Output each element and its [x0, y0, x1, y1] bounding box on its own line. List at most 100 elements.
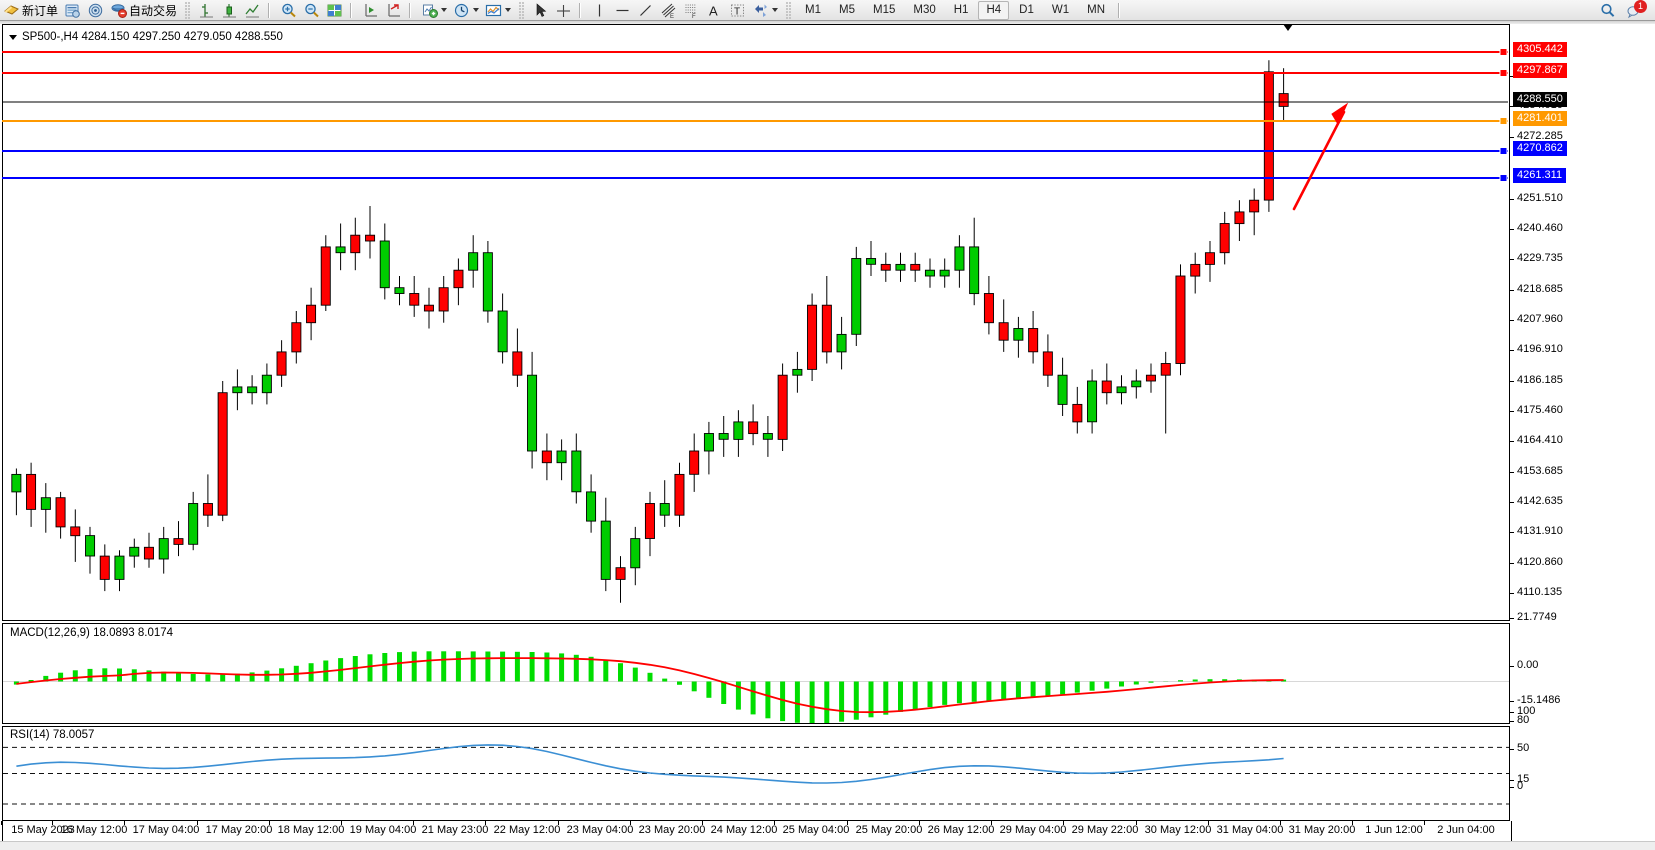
- price-level-badge[interactable]: 4297.867: [1513, 63, 1567, 78]
- line-chart-button[interactable]: [241, 1, 264, 20]
- scale-tick: [1510, 593, 1514, 594]
- scale-tick: [1510, 411, 1514, 412]
- zoom-in-button[interactable]: [277, 1, 300, 20]
- new-order-label: 新订单: [22, 3, 59, 18]
- text-label-icon: T: [729, 2, 746, 19]
- svg-text:F: F: [692, 14, 696, 19]
- time-axis-label: 17 May 20:00: [205, 824, 273, 836]
- auto-scroll-button[interactable]: [359, 1, 382, 20]
- fibonacci-tool-button[interactable]: F: [680, 1, 703, 20]
- chart-shift-button[interactable]: [382, 1, 405, 20]
- rsi-indicator-pane[interactable]: RSI(14) 78.0057: [2, 726, 1510, 821]
- candlestick-chart-button[interactable]: [218, 1, 241, 20]
- horizontal-line-icon: [614, 2, 631, 19]
- chevron-down-icon[interactable]: [772, 8, 779, 12]
- arrow-shapes-icon: [752, 2, 769, 19]
- chevron-down-icon[interactable]: [473, 8, 480, 12]
- price-tick-label: 4120.860: [1517, 556, 1563, 568]
- text-label-tool-button[interactable]: T: [726, 1, 749, 20]
- chart-menu-icon[interactable]: [9, 34, 17, 40]
- equidistant-channel-tool-button[interactable]: E: [657, 1, 680, 20]
- toolbar-divider: [408, 2, 415, 19]
- trendline-tool-button[interactable]: [634, 1, 657, 20]
- timeframe-w1[interactable]: W1: [1051, 3, 1070, 16]
- chart-scrollbar[interactable]: [0, 21, 1655, 24]
- macd-svg: [3, 651, 1509, 723]
- rsi-svg: [3, 744, 1509, 805]
- price-level-badge[interactable]: 4305.442: [1513, 42, 1567, 57]
- price-level-badge[interactable]: 4261.311: [1513, 168, 1567, 183]
- scale-tick: [1510, 712, 1514, 713]
- timeframe-mn[interactable]: MN: [1087, 3, 1105, 16]
- svg-text:E: E: [670, 14, 674, 19]
- scale-tick: [1510, 532, 1514, 533]
- chevron-down-icon[interactable]: [441, 8, 448, 12]
- time-tick: [558, 821, 559, 825]
- text-tool-button[interactable]: A: [703, 1, 726, 20]
- price-tick-label: 4272.285: [1517, 130, 1563, 142]
- navigator-icon: [87, 2, 104, 19]
- time-axis[interactable]: 15 May 2023 16 May 12:00 17 May 04:00 17 Ma…: [1, 821, 1512, 841]
- period-separator-button[interactable]: [450, 1, 482, 20]
- market-watch-button[interactable]: [61, 1, 84, 20]
- price-level-badge[interactable]: 4281.401: [1513, 111, 1567, 126]
- timeframe-m15[interactable]: M15: [873, 3, 896, 16]
- time-axis-label: 31 May 20:00: [1288, 824, 1356, 836]
- scale-tick: [1510, 749, 1514, 750]
- price-level-badge[interactable]: 4288.550: [1513, 92, 1567, 107]
- cursor-tool-button[interactable]: [529, 1, 552, 20]
- price-chart-pane[interactable]: SP500-,H4 4284.150 4297.250 4279.050 428…: [2, 24, 1510, 621]
- timeframe-h4[interactable]: H4: [978, 0, 1010, 20]
- symbol-info-bar: SP500-,H4 4284.150 4297.250 4279.050 428…: [9, 31, 283, 43]
- zoom-out-icon: [303, 2, 320, 19]
- arrows-tool-button[interactable]: [749, 1, 781, 20]
- new-order-button[interactable]: 新订单: [0, 1, 61, 20]
- timeframe-m30[interactable]: M30: [913, 3, 936, 16]
- time-tick: [1352, 821, 1353, 825]
- rsi-tick-label: 50: [1517, 742, 1530, 754]
- time-axis-label: 26 May 12:00: [927, 824, 995, 836]
- scale-tick: [1510, 441, 1514, 442]
- time-tick: [52, 821, 53, 825]
- timeframe-h1[interactable]: H1: [953, 3, 969, 16]
- time-tick: [1424, 821, 1425, 825]
- scale-tick: [1510, 106, 1514, 107]
- price-scale[interactable]: 4295.0604284.0104272.2854251.5104240.460…: [1510, 24, 1655, 821]
- vertical-line-tool-button[interactable]: [588, 1, 611, 20]
- crosshair-tool-button[interactable]: [552, 1, 575, 20]
- notifications-button[interactable]: 1: [1623, 0, 1649, 20]
- chart-area[interactable]: SP500-,H4 4284.150 4297.250 4279.050 428…: [0, 21, 1655, 850]
- zoom-out-button[interactable]: [300, 1, 323, 20]
- bar-chart-button[interactable]: [195, 1, 218, 20]
- timeframe-group: M1 M5 M15 M30 H1 H4 D1 W1 MN: [796, 0, 1114, 20]
- search-icon: [1599, 2, 1616, 19]
- scale-tick: [1510, 229, 1514, 230]
- macd-tick-label: 21.7749: [1517, 611, 1557, 623]
- scale-tick: [1510, 618, 1514, 619]
- channel-icon: E: [660, 2, 677, 19]
- search-button[interactable]: [1596, 1, 1619, 20]
- templates-button[interactable]: [482, 1, 514, 20]
- horizontal-line-tool-button[interactable]: [611, 1, 634, 20]
- chevron-down-icon[interactable]: [505, 8, 512, 12]
- navigator-button[interactable]: [84, 1, 107, 20]
- price-tick-label: 4153.685: [1517, 465, 1563, 477]
- timeframe-m1[interactable]: M1: [805, 3, 822, 16]
- time-tick: [413, 821, 414, 825]
- current-bar-marker-icon: [1283, 24, 1293, 31]
- expert-advisors-button[interactable]: 自动交易: [107, 1, 180, 20]
- time-tick: [124, 821, 125, 825]
- timeframe-m5[interactable]: M5: [839, 3, 855, 16]
- time-axis-label: 17 May 04:00: [132, 824, 200, 836]
- macd-indicator-pane[interactable]: MACD(12,26,9) 18.0893 8.0174: [2, 623, 1510, 724]
- add-indicator-button[interactable]: [418, 1, 450, 20]
- time-tick: [919, 821, 920, 825]
- grid-toggle-button[interactable]: [323, 1, 346, 20]
- new-order-icon: [3, 2, 20, 19]
- time-tick: [341, 821, 342, 825]
- price-level-badge[interactable]: 4270.862: [1513, 141, 1567, 156]
- rsi-tick-label: 100: [1517, 705, 1536, 717]
- price-tick-label: 4218.685: [1517, 283, 1563, 295]
- bar-chart-icon: [198, 2, 215, 19]
- timeframe-d1[interactable]: D1: [1019, 3, 1034, 16]
